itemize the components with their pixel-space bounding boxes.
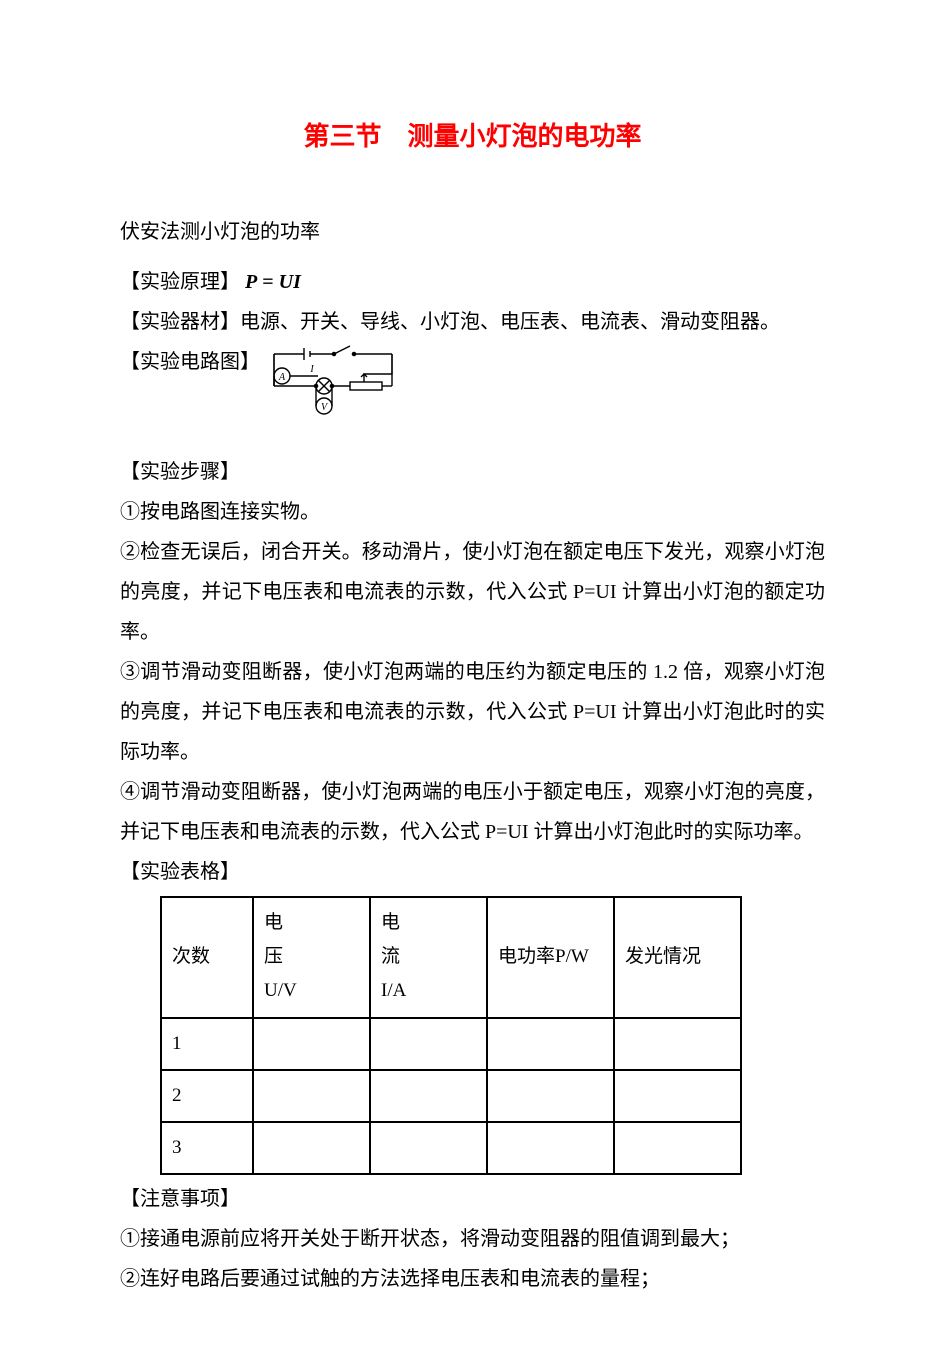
current-label: I	[309, 364, 314, 375]
cell-i	[370, 1122, 487, 1174]
circuit-row: 【实验电路图】 A	[120, 342, 825, 422]
cell-light	[614, 1018, 741, 1070]
notes-heading: 【注意事项】	[120, 1179, 825, 1219]
principle-label: 【实验原理】	[120, 271, 240, 293]
table-row: 2	[161, 1070, 741, 1122]
step-1: ①按电路图连接实物。	[120, 492, 825, 532]
table-header-row: 次数 电 压U/V 电 流I/A 电功率P/W 发光情况	[161, 897, 741, 1018]
steps-heading: 【实验步骤】	[120, 452, 825, 492]
equipment-label: 【实验器材】	[120, 311, 240, 333]
cell-light	[614, 1122, 741, 1174]
page-title: 第三节 测量小灯泡的电功率	[120, 110, 825, 162]
table-heading: 【实验表格】	[120, 852, 825, 892]
document-page: 第三节 测量小灯泡的电功率 伏安法测小灯泡的功率 【实验原理】 P = UI 【…	[0, 0, 945, 1359]
col-num-header: 次数	[161, 897, 253, 1018]
col-power-header: 电功率P/W	[487, 897, 614, 1018]
cell-u	[253, 1070, 370, 1122]
equipment-line: 【实验器材】电源、开关、导线、小灯泡、电压表、电流表、滑动变阻器。	[120, 302, 825, 342]
circuit-diagram-icon: A I	[264, 342, 404, 422]
cell-light	[614, 1070, 741, 1122]
formula-P: P	[245, 271, 257, 293]
data-table: 次数 电 压U/V 电 流I/A 电功率P/W 发光情况 1 2	[160, 896, 742, 1175]
principle-line: 【实验原理】 P = UI	[120, 262, 825, 302]
cell-i	[370, 1070, 487, 1122]
cell-p	[487, 1018, 614, 1070]
voltmeter-label: V	[321, 402, 329, 413]
cell-num: 2	[161, 1070, 253, 1122]
col-current-header: 电 流I/A	[370, 897, 487, 1018]
cell-u	[253, 1122, 370, 1174]
method-subtitle: 伏安法测小灯泡的功率	[120, 212, 825, 252]
step-3: ③调节滑动变阻断器，使小灯泡两端的电压约为额定电压的 1.2 倍，观察小灯泡的亮…	[120, 652, 825, 772]
cell-p	[487, 1122, 614, 1174]
col-voltage-header: 电 压U/V	[253, 897, 370, 1018]
cell-u	[253, 1018, 370, 1070]
ammeter-label: A	[278, 372, 286, 383]
table-row: 1	[161, 1018, 741, 1070]
cell-num: 3	[161, 1122, 253, 1174]
cell-p	[487, 1070, 614, 1122]
note-2: ②连好电路后要通过试触的方法选择电压表和电流表的量程；	[120, 1259, 825, 1299]
cell-num: 1	[161, 1018, 253, 1070]
formula-eq: =	[257, 271, 278, 293]
col-light-header: 发光情况	[614, 897, 741, 1018]
formula-UI: UI	[279, 271, 301, 293]
step-2: ②检查无误后，闭合开关。移动滑片，使小灯泡在额定电压下发光，观察小灯泡的亮度，并…	[120, 532, 825, 652]
cell-i	[370, 1018, 487, 1070]
note-1: ①接通电源前应将开关处于断开状态，将滑动变阻器的阻值调到最大；	[120, 1219, 825, 1259]
table-row: 3	[161, 1122, 741, 1174]
step-4: ④调节滑动变阻断器，使小灯泡两端的电压小于额定电压，观察小灯泡的亮度，并记下电压…	[120, 772, 825, 852]
equipment-text: 电源、开关、导线、小灯泡、电压表、电流表、滑动变阻器。	[240, 311, 780, 333]
circuit-label: 【实验电路图】	[120, 342, 260, 382]
